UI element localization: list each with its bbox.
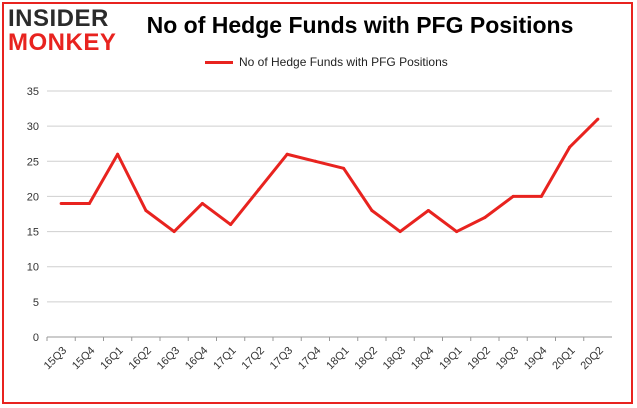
y-tick-label: 0: [33, 332, 39, 344]
data-point: [539, 194, 543, 198]
legend-label: No of Hedge Funds with PFG Positions: [239, 55, 448, 69]
y-tick-label: 5: [33, 297, 39, 309]
x-tick-label: 18Q2: [352, 345, 380, 373]
data-point: [172, 230, 176, 234]
x-tick-label: 16Q3: [155, 345, 183, 373]
data-point: [370, 208, 374, 212]
y-tick-label: 15: [27, 227, 39, 239]
y-tick-label: 30: [27, 121, 39, 133]
logo-line-2: MONKEY: [8, 29, 117, 56]
data-point: [342, 166, 346, 170]
data-point: [596, 117, 600, 121]
insider-monkey-logo: INSIDER MONKEY: [8, 5, 138, 57]
data-point: [285, 152, 289, 156]
x-tick-label: 15Q3: [42, 345, 70, 373]
data-point: [426, 208, 430, 212]
data-point: [483, 216, 487, 220]
logo-line-1: INSIDER: [8, 5, 109, 32]
y-tick-label: 20: [27, 191, 39, 203]
x-tick-label: 20Q1: [550, 345, 578, 373]
x-tick-label: 19Q1: [437, 345, 465, 373]
chart-legend: No of Hedge Funds with PFG Positions: [205, 55, 448, 69]
data-point: [455, 230, 459, 234]
x-tick-label: 16Q2: [126, 345, 154, 373]
data-point: [398, 230, 402, 234]
data-point: [257, 187, 261, 191]
x-tick-label: 19Q4: [522, 345, 550, 373]
data-point: [87, 201, 91, 205]
x-tick-label: 18Q3: [381, 345, 409, 373]
data-point: [200, 201, 204, 205]
legend-swatch: [205, 60, 233, 64]
chart-title: No of Hedge Funds with PFG Positions: [146, 12, 574, 38]
x-tick-label: 18Q1: [324, 345, 352, 373]
x-tick-label: 17Q1: [211, 345, 239, 373]
x-tick-label: 19Q2: [465, 345, 493, 373]
data-point: [313, 159, 317, 163]
data-point: [229, 223, 233, 227]
y-tick-label: 35: [27, 86, 39, 98]
data-point: [116, 152, 120, 156]
x-tick-label: 19Q3: [494, 345, 522, 373]
y-tick-label: 25: [27, 156, 39, 168]
x-tick-label: 15Q4: [70, 345, 98, 373]
data-point: [568, 145, 572, 149]
x-tick-label: 17Q3: [268, 345, 296, 373]
x-tick-label: 16Q1: [98, 345, 126, 373]
series-line: [61, 118, 599, 234]
x-tick-label: 18Q4: [409, 345, 437, 373]
x-tick-label: 17Q4: [296, 345, 324, 373]
data-point: [59, 201, 63, 205]
x-tick-label: 17Q2: [239, 345, 267, 373]
data-point: [511, 194, 515, 198]
x-tick-label: 20Q2: [578, 345, 606, 373]
x-tick-label: 16Q4: [183, 345, 211, 373]
data-point: [144, 208, 148, 212]
y-tick-label: 10: [27, 262, 39, 274]
